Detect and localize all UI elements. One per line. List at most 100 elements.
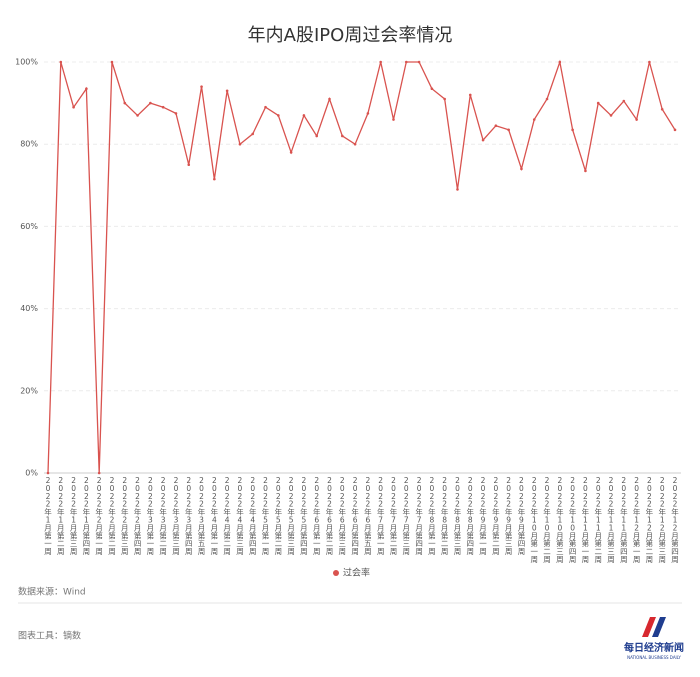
y-tick-label: 40% [20,304,38,313]
x-tick-label: 2 0 2 2 年 1 1 月第一周 [582,476,590,564]
data-point [468,93,472,97]
logo: 每日经济新闻 NATIONAL BUSINESS DAILY [624,617,684,660]
source-note: 数据来源：Wind [18,586,86,598]
x-tick-label: 2 0 2 2 年 1 0 月第四周 [569,476,577,564]
x-tick-label: 2 0 2 2 年 1 月第四周 [83,476,91,556]
data-point [136,114,139,117]
data-point [328,97,331,101]
data-point [72,105,75,109]
x-tick-label: 2 0 2 2 年 2 月第四周 [134,476,142,556]
logo-shape [652,617,666,637]
y-tick-label: 0% [25,469,38,478]
x-tick-label: 2 0 2 2 年 1 2 月第三周 [658,476,666,564]
x-tick-label: 2 0 2 2 年 2 月第一周 [95,476,103,556]
data-point [149,101,152,105]
x-tick-label: 2 0 2 2 年 3 月第一周 [147,476,155,556]
data-point [635,118,638,121]
legend-marker [333,570,339,576]
data-point [622,99,626,103]
x-tick-label: 2 0 2 2 年 9 月第二周 [492,476,500,556]
x-tick-label: 2 0 2 2 年 1 1 月第三周 [607,476,615,564]
x-tick-label: 2 0 2 2 年 5 月第三周 [287,476,295,556]
x-tick-label: 2 0 2 2 年 7 月第二周 [390,476,398,556]
x-tick-label: 2 0 2 2 年 1 0 月第一周 [530,476,538,564]
data-point [97,471,101,475]
x-tick-label: 2 0 2 2 年 2 月第三周 [121,476,129,556]
data-point [289,151,293,154]
series-line [47,59,676,474]
data-point [353,142,357,146]
x-tick-label: 2 0 2 2 年 2 月第二周 [108,476,116,556]
data-point [532,118,536,121]
x-tick-label: 2 0 2 2 年 5 月第四周 [300,476,308,556]
data-point [200,85,203,88]
data-point [225,89,229,93]
data-point [302,114,306,117]
data-point [571,128,574,132]
data-point [315,134,319,138]
x-tick-label: 2 0 2 2 年 4 月第三周 [236,476,244,556]
x-tick-label: 2 0 2 2 年 7 月第三周 [403,476,411,556]
data-point [558,60,562,64]
x-tick-label: 2 0 2 2 年 5 月第一周 [262,476,270,556]
data-point [379,60,382,64]
y-tick-label: 100% [15,58,38,67]
data-point [417,60,421,64]
data-point [596,101,600,105]
x-tick-label: 2 0 2 2 年 1 2 月第一周 [633,476,641,564]
data-point [85,87,88,91]
x-tick-label: 2 0 2 2 年 4 月第二周 [223,476,231,556]
x-tick-label: 2 0 2 2 年 8 月第二周 [441,476,449,556]
data-point [238,142,242,146]
data-point [213,177,216,181]
chart-title: 年内A股IPO周过会率情况 [248,25,453,46]
data-point [584,169,587,173]
x-tick-label: 2 0 2 2 年 7 月第一周 [377,476,385,556]
tool-note: 图表工具：镝数 [18,630,81,642]
x-tick-label: 2 0 2 2 年 9 月第四周 [518,476,526,556]
data-point [59,60,63,64]
x-tick-label: 2 0 2 2 年 1 0 月第三周 [556,476,564,564]
data-point [507,128,510,132]
x-tick-label: 2 0 2 2 年 1 2 月第二周 [646,476,654,564]
data-point [174,112,178,115]
data-point [251,132,255,136]
logo-shape [642,617,656,637]
x-tick-label: 2 0 2 2 年 1 月第二周 [57,476,65,556]
x-tick-label: 2 0 2 2 年 9 月第三周 [505,476,513,556]
x-tick-label: 2 0 2 2 年 1 月第一周 [44,476,52,556]
x-tick-label: 2 0 2 2 年 4 月第一周 [211,476,219,556]
x-tick-label: 2 0 2 2 年 1 0 月第二周 [543,476,551,564]
data-point [366,112,370,115]
data-point [456,188,459,191]
data-point [481,138,485,142]
x-tick-label: 2 0 2 2 年 1 月第三周 [70,476,78,556]
x-tick-label: 2 0 2 2 年 6 月第三周 [339,476,347,556]
x-tick-label: 2 0 2 2 年 6 月第五周 [364,476,372,556]
y-tick-label: 80% [20,140,38,149]
y-tick-label: 20% [20,386,38,395]
data-point [443,97,446,101]
x-tick-label: 2 0 2 2 年 8 月第三周 [454,476,462,556]
x-tick-label: 2 0 2 2 年 1 1 月第四周 [620,476,628,564]
logo-subtext: NATIONAL BUSINESS DAILY [627,655,681,660]
x-tick-label: 2 0 2 2 年 6 月第一周 [313,476,321,556]
x-tick-label: 2 0 2 2 年 6 月第二周 [326,476,334,556]
data-point [673,128,677,132]
x-tick-label: 2 0 2 2 年 3 月第五周 [198,476,206,556]
data-point [187,163,191,167]
x-tick-label: 2 0 2 2 年 8 月第一周 [428,476,436,556]
data-point [609,114,613,117]
x-tick-label: 2 0 2 2 年 3 月第四周 [185,476,193,556]
data-point [545,97,549,101]
x-tick-label: 2 0 2 2 年 9 月第一周 [479,476,487,556]
data-point [648,60,651,64]
legend-label: 过会率 [343,567,370,579]
data-point [341,134,344,138]
x-tick-label: 2 0 2 2 年 3 月第二周 [159,476,167,556]
logo-text: 每日经济新闻 [624,641,684,654]
data-point [494,124,498,128]
data-point [277,114,280,117]
data-point [161,105,165,109]
data-point [123,101,127,105]
